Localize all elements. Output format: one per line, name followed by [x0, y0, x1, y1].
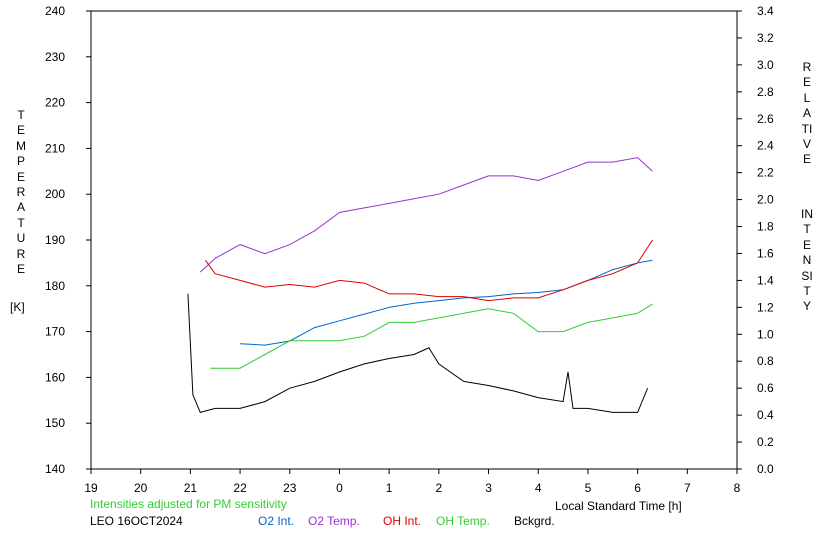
x-axis-ticks: 19 20 21 22 23 0 1 2 3 4 5 6 7 8 [84, 469, 741, 495]
x-tick-label: 19 [84, 481, 98, 495]
legend-o2-int: O2 Int. [258, 514, 295, 528]
x-tick-label: 21 [184, 481, 198, 495]
right-tick-label: 0.4 [757, 408, 774, 422]
right-tick-label: 0.2 [757, 435, 774, 449]
right-tick-label: 0.0 [757, 462, 774, 476]
series-line-oh-temp [210, 303, 653, 369]
left-tick-label: 140 [45, 462, 65, 476]
left-axis-label: TEMPERATURE [16, 108, 26, 277]
x-tick-label: 2 [436, 481, 443, 495]
right-tick-label: 0.8 [757, 354, 774, 368]
right-tick-label: 3.4 [757, 4, 774, 18]
x-tick-label: 0 [336, 481, 343, 495]
x-tick-label: 4 [535, 481, 542, 495]
left-tick-label: 210 [45, 141, 65, 155]
x-tick-label: 3 [485, 481, 492, 495]
left-axis-unit: [K] [10, 300, 25, 314]
left-tick-label: 190 [45, 233, 65, 247]
left-tick-label: 180 [45, 279, 65, 293]
right-axis-label-relative: RELATIVE [801, 60, 813, 167]
legend-oh-int: OH Int. [383, 514, 422, 528]
right-tick-label: 1.4 [757, 273, 774, 287]
left-tick-label: 170 [45, 325, 65, 339]
series-line-o2-temp [199, 157, 653, 273]
right-tick-label: 0.6 [757, 381, 774, 395]
x-tick-label: 20 [134, 481, 148, 495]
series-line-bckgrd [187, 293, 649, 413]
left-tick-label: 220 [45, 96, 65, 110]
left-tick-label: 150 [45, 416, 65, 430]
x-tick-label: 6 [634, 481, 641, 495]
left-axis-ticks: 140 150 160 170 180 190 200 210 220 230 240 [45, 4, 91, 476]
series-layer [187, 157, 653, 413]
left-tick-label: 240 [45, 4, 65, 18]
x-tick-label: 7 [684, 481, 691, 495]
right-tick-label: 1.2 [757, 300, 774, 314]
x-tick-label: 22 [233, 481, 247, 495]
x-tick-label: 5 [585, 481, 592, 495]
x-tick-label: 1 [386, 481, 393, 495]
x-axis-label: Local Standard Time [h] [555, 499, 682, 513]
right-axis-label-intensity: INTENSITY [801, 207, 813, 314]
legend-oh-temp: OH Temp. [436, 514, 490, 528]
right-axis-ticks: 0.0 0.2 0.4 0.6 0.8 1.0 1.2 1.4 1.6 1.8 2.0 2.2 2.4 2… [737, 4, 774, 476]
right-tick-label: 1.0 [757, 327, 774, 341]
legend-bckgrd: Bckgrd. [514, 514, 555, 528]
right-tick-label: 2.0 [757, 193, 774, 207]
x-tick-label: 8 [734, 481, 741, 495]
station-date-label: LEO 16OCT2024 [90, 514, 183, 528]
x-tick-label: 23 [283, 481, 297, 495]
right-tick-label: 2.2 [757, 166, 774, 180]
note-pm-sensitivity: Intensities adjusted for PM sensitivity [90, 497, 287, 511]
series-line-o2-int [240, 259, 653, 346]
left-tick-label: 230 [45, 50, 65, 64]
left-tick-label: 200 [45, 187, 65, 201]
right-tick-label: 3.0 [757, 58, 774, 72]
right-tick-label: 2.8 [757, 85, 774, 99]
legend-o2-temp: O2 Temp. [308, 514, 360, 528]
right-tick-label: 2.4 [757, 139, 774, 153]
left-tick-label: 160 [45, 370, 65, 384]
right-tick-label: 1.8 [757, 220, 774, 234]
right-tick-label: 2.6 [757, 112, 774, 126]
series-line-oh-int [204, 239, 653, 302]
right-tick-label: 3.2 [757, 31, 774, 45]
plot-frame [90, 10, 738, 470]
right-tick-label: 1.6 [757, 246, 774, 260]
